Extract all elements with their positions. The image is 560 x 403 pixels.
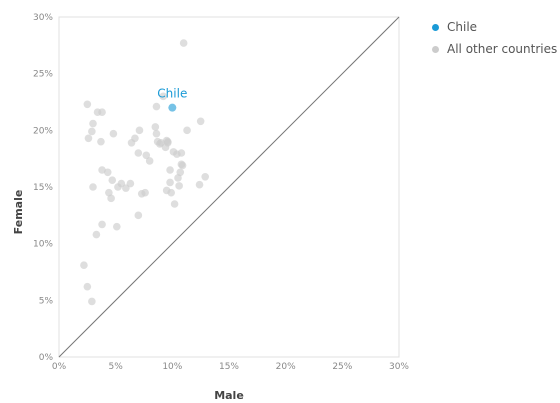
- y-tick-label: 10%: [33, 240, 53, 250]
- x-axis-title: Male: [214, 389, 244, 402]
- data-point[interactable]: [201, 173, 209, 181]
- data-point[interactable]: [170, 200, 179, 208]
- data-point[interactable]: [98, 108, 106, 116]
- data-point[interactable]: [88, 127, 96, 136]
- data-point[interactable]: [134, 211, 143, 220]
- data-point[interactable]: [177, 149, 186, 157]
- data-point[interactable]: [107, 194, 115, 203]
- data-points: [80, 39, 209, 306]
- y-axis-title: Female: [12, 190, 25, 235]
- data-point[interactable]: [134, 149, 143, 157]
- data-point[interactable]: [156, 140, 164, 148]
- legend: Chile All other countries: [432, 16, 557, 60]
- data-point[interactable]: [113, 222, 121, 231]
- data-point[interactable]: [83, 100, 92, 109]
- data-point[interactable]: [167, 188, 175, 197]
- x-tick-label: 20%: [276, 362, 296, 372]
- data-point[interactable]: [84, 134, 93, 143]
- data-point[interactable]: [178, 161, 187, 170]
- data-point[interactable]: [89, 119, 97, 128]
- data-point[interactable]: [176, 168, 185, 177]
- y-tick-label: 15%: [33, 183, 53, 193]
- data-point[interactable]: [131, 134, 139, 143]
- x-tick-label: 0%: [52, 362, 67, 372]
- data-point[interactable]: [152, 129, 161, 138]
- legend-swatch-chile: [432, 23, 439, 31]
- data-point[interactable]: [152, 102, 161, 111]
- x-tick-label: 5%: [109, 362, 124, 372]
- plot-area: [58, 16, 400, 358]
- data-point[interactable]: [179, 39, 188, 47]
- highlight-label: Chile: [157, 87, 187, 101]
- x-tick-label: 15%: [219, 362, 239, 372]
- data-point[interactable]: [80, 261, 88, 270]
- legend-item-all-other-countries[interactable]: All other countries: [432, 38, 557, 60]
- data-point[interactable]: [103, 168, 112, 177]
- data-point[interactable]: [195, 180, 204, 189]
- y-tick-label: 30%: [33, 13, 53, 23]
- data-point[interactable]: [151, 123, 160, 131]
- data-point[interactable]: [159, 92, 168, 101]
- data-point[interactable]: [145, 157, 154, 165]
- legend-swatch-all-other-countries: [432, 45, 439, 53]
- y-tick-label: 20%: [33, 126, 53, 136]
- data-point[interactable]: [108, 176, 117, 184]
- x-tick-label: 10%: [162, 362, 182, 372]
- y-axis-ticks: 0% 5% 10% 15% 20% 25% 30%: [33, 13, 53, 363]
- reference-line: [58, 16, 400, 358]
- data-point[interactable]: [175, 182, 183, 190]
- data-point[interactable]: [98, 220, 106, 229]
- data-point[interactable]: [166, 178, 174, 187]
- data-point[interactable]: [183, 126, 191, 135]
- legend-label-chile: Chile: [447, 20, 478, 34]
- y-tick-label: 25%: [33, 70, 53, 80]
- data-point[interactable]: [83, 282, 92, 291]
- data-point[interactable]: [196, 117, 205, 126]
- data-point[interactable]: [88, 297, 96, 306]
- y-tick-label: 0%: [39, 353, 54, 363]
- data-point[interactable]: [92, 230, 101, 239]
- data-point[interactable]: [141, 188, 149, 197]
- data-point[interactable]: [164, 137, 172, 146]
- data-point[interactable]: [135, 126, 144, 135]
- x-tick-label: 30%: [389, 362, 409, 372]
- legend-label-all-other-countries: All other countries: [447, 42, 558, 56]
- data-point[interactable]: [89, 183, 97, 191]
- x-tick-label: 25%: [332, 362, 352, 372]
- legend-item-chile[interactable]: Chile: [432, 16, 557, 38]
- data-point[interactable]: [142, 151, 151, 160]
- data-point[interactable]: [109, 129, 118, 138]
- data-point[interactable]: [126, 179, 135, 188]
- data-point[interactable]: [97, 137, 105, 146]
- data-point[interactable]: [166, 166, 174, 174]
- y-tick-label: 5%: [39, 296, 54, 306]
- data-point-chile[interactable]: [168, 103, 177, 112]
- x-axis-ticks: 0% 5% 10% 15% 20% 25% 30%: [52, 362, 410, 372]
- plot-frame: [58, 16, 400, 358]
